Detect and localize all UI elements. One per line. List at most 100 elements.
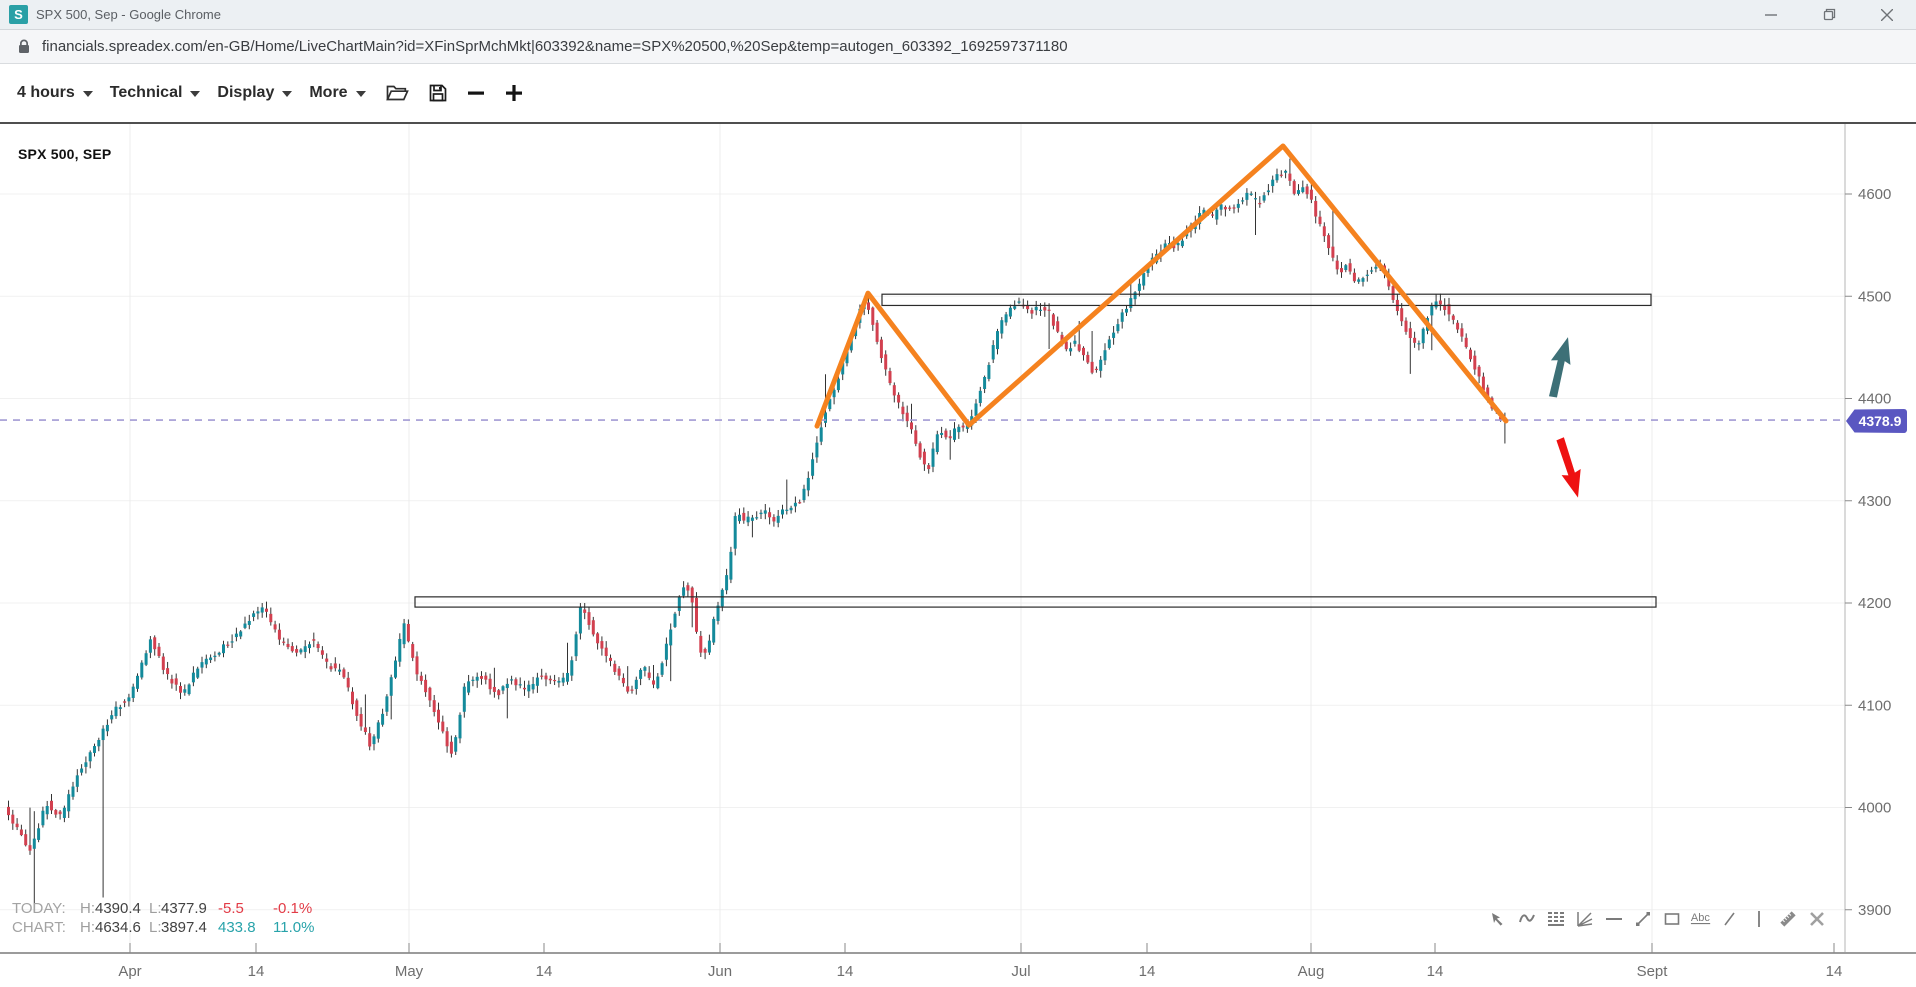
remove-drawing-button[interactable] bbox=[1806, 908, 1828, 930]
technical-menu-label: Technical bbox=[109, 83, 183, 101]
y-axis-label: 4600 bbox=[1858, 186, 1891, 203]
svg-text:Abc: Abc bbox=[1691, 912, 1710, 924]
display-menu[interactable]: Display bbox=[217, 83, 293, 102]
zoom-out-button[interactable] bbox=[467, 84, 485, 102]
fan-lines-icon bbox=[1577, 912, 1593, 927]
support-resistance-box[interactable] bbox=[881, 293, 1652, 307]
close-button[interactable] bbox=[1858, 0, 1916, 29]
open-chart-button[interactable] bbox=[385, 84, 409, 102]
chart-low-value: 3897.4 bbox=[161, 919, 207, 936]
chart-area: 4600 4500 4400 4300 4200 4100 4000 3900 Apr 14 May… bbox=[0, 122, 1916, 985]
horizontal-line-tool-button[interactable] bbox=[1603, 908, 1625, 930]
drawing-toolbar: Abc bbox=[1487, 908, 1828, 930]
open-folder-icon bbox=[385, 85, 409, 100]
zoom-in-button[interactable] bbox=[505, 84, 523, 102]
close-icon bbox=[1881, 8, 1893, 21]
x-axis-label: 14 bbox=[1139, 963, 1156, 980]
restore-button[interactable] bbox=[1800, 0, 1858, 29]
x-axis-label: 14 bbox=[1427, 963, 1444, 980]
chart-toolbar: 4 hours Technical Display More bbox=[0, 64, 1916, 121]
timeframe-menu[interactable]: 4 hours bbox=[17, 84, 93, 102]
today-high-value: 4390.4 bbox=[95, 900, 141, 917]
x-axis-label: Aug bbox=[1298, 963, 1325, 980]
window-controls bbox=[1742, 0, 1916, 29]
chart-label: CHART: bbox=[12, 919, 66, 936]
symbol-label: SPX 500, SEP bbox=[18, 146, 112, 162]
down-arrow-annotation[interactable] bbox=[1552, 435, 1587, 500]
y-axis-label: 4400 bbox=[1858, 391, 1891, 408]
high-label: H: bbox=[80, 919, 95, 936]
x-axis-label: 14 bbox=[1826, 963, 1843, 980]
x-axis-label: 14 bbox=[837, 963, 854, 980]
technical-menu[interactable]: Technical bbox=[110, 84, 201, 102]
chart-change-pct: 11.0% bbox=[273, 919, 315, 936]
low-label: L: bbox=[149, 900, 162, 917]
today-label: TODAY: bbox=[12, 900, 66, 917]
x-axis-label: Sept bbox=[1637, 963, 1669, 980]
rectangle-icon bbox=[1664, 913, 1680, 925]
fan-lines-tool-button[interactable] bbox=[1574, 908, 1596, 930]
high-label: H: bbox=[80, 900, 95, 917]
display-menu-label: Display bbox=[217, 83, 275, 101]
today-change-pct: -0.1% bbox=[273, 900, 313, 917]
fib-retracement-tool-button[interactable] bbox=[1545, 908, 1567, 930]
y-axis-label: 4300 bbox=[1858, 493, 1891, 510]
curve-tool-button[interactable] bbox=[1516, 908, 1538, 930]
vertical-line-icon bbox=[1758, 911, 1760, 927]
y-axis-label: 4000 bbox=[1858, 800, 1891, 817]
trend-line-icon bbox=[1636, 912, 1650, 926]
title-bar: S SPX 500, Sep - Google Chrome bbox=[0, 0, 1916, 30]
x-axis-label: 14 bbox=[248, 963, 265, 980]
arrow-tool-button[interactable] bbox=[1487, 908, 1509, 930]
low-label: L: bbox=[149, 919, 162, 936]
zigzag-trendline[interactable] bbox=[814, 143, 1509, 429]
diagonal-line-icon bbox=[1724, 912, 1735, 926]
ruler-tool-button[interactable] bbox=[1777, 908, 1799, 930]
up-arrow-annotation[interactable] bbox=[1541, 334, 1577, 399]
more-menu-label: More bbox=[309, 83, 348, 101]
chevron-down-icon bbox=[355, 90, 366, 97]
vertical-line-tool-button[interactable] bbox=[1748, 908, 1770, 930]
curve-icon bbox=[1519, 914, 1535, 923]
ruler-icon bbox=[1780, 911, 1796, 927]
current-price-badge: 4378.9 bbox=[1846, 409, 1907, 433]
y-axis-label: 3900 bbox=[1858, 902, 1891, 919]
chevron-down-icon bbox=[190, 90, 201, 97]
line-tool-button[interactable] bbox=[1719, 908, 1741, 930]
minus-icon bbox=[467, 91, 484, 95]
fib-grid-icon bbox=[1548, 912, 1564, 926]
plus-icon bbox=[505, 84, 522, 101]
url-text[interactable]: financials.spreadex.com/en-GB/Home/LiveC… bbox=[42, 38, 1068, 55]
gridlines bbox=[0, 124, 1845, 953]
trend-line-tool-button[interactable] bbox=[1632, 908, 1654, 930]
candles bbox=[7, 158, 1507, 913]
chart-change-value: 433.8 bbox=[218, 919, 256, 936]
today-stats-row: TODAY: H: 4390.4 L: 4377.9 -5.5 -0.1% bbox=[12, 899, 314, 918]
chart-stats-row: CHART: H: 4634.6 L: 3897.4 433.8 11.0% bbox=[12, 918, 314, 937]
minimize-button[interactable] bbox=[1742, 0, 1800, 29]
x-axis-label: Jun bbox=[708, 963, 732, 980]
save-icon bbox=[429, 84, 446, 101]
x-axis-label: 14 bbox=[536, 963, 553, 980]
text-abc-icon: Abc bbox=[1691, 912, 1710, 925]
window-title: SPX 500, Sep - Google Chrome bbox=[36, 7, 221, 22]
y-axis-label: 4500 bbox=[1858, 288, 1891, 305]
address-bar: financials.spreadex.com/en-GB/Home/LiveC… bbox=[0, 30, 1916, 64]
text-tool-button[interactable]: Abc bbox=[1690, 908, 1712, 930]
rectangle-tool-button[interactable] bbox=[1661, 908, 1683, 930]
today-low-value: 4377.9 bbox=[161, 900, 207, 917]
chart-stats: TODAY: H: 4390.4 L: 4377.9 -5.5 -0.1% CH… bbox=[12, 899, 314, 937]
chevron-down-icon bbox=[282, 90, 293, 97]
arrow-icon bbox=[1492, 913, 1503, 926]
today-change-value: -5.5 bbox=[218, 900, 244, 917]
lock-icon[interactable] bbox=[18, 39, 30, 54]
close-x-icon bbox=[1810, 912, 1824, 926]
price-chart[interactable]: 4600 4500 4400 4300 4200 4100 4000 3900 Apr 14 May… bbox=[0, 124, 1916, 987]
more-menu[interactable]: More bbox=[309, 83, 366, 102]
save-chart-button[interactable] bbox=[429, 84, 447, 102]
minimize-icon bbox=[1765, 13, 1777, 16]
x-axis-label: May bbox=[395, 963, 424, 980]
horizontal-line-icon bbox=[1606, 918, 1622, 920]
support-resistance-box[interactable] bbox=[414, 596, 1657, 608]
